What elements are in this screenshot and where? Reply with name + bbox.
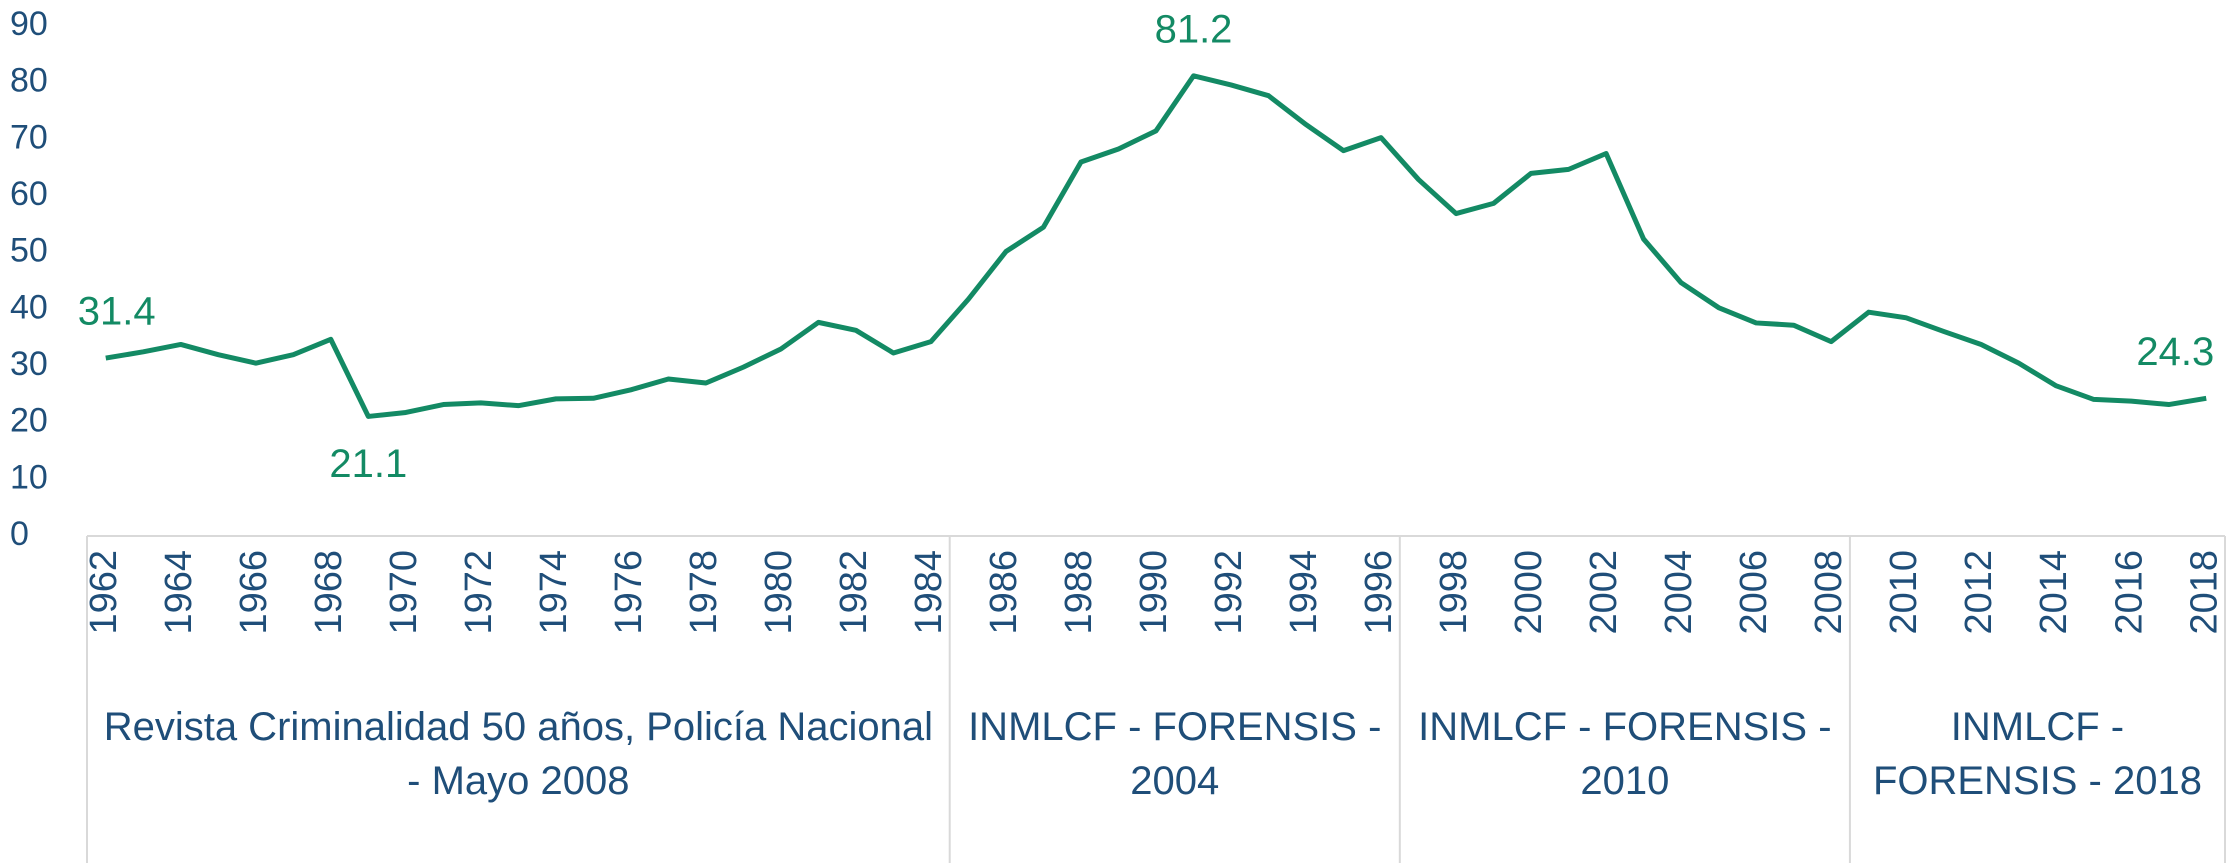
x-tick-label: 1976 — [608, 550, 650, 635]
x-tick-label: 1974 — [533, 550, 575, 635]
x-tick-label: 2010 — [1883, 550, 1925, 635]
x-tick-label: 2004 — [1658, 550, 1700, 635]
y-tick-label: 50 — [10, 232, 48, 270]
x-tick-label: 1994 — [1283, 550, 1325, 635]
y-tick-label: 20 — [10, 402, 48, 440]
x-tick-label: 1988 — [1058, 550, 1100, 635]
y-tick-label: 40 — [10, 288, 48, 326]
x-tick-label: 1982 — [833, 550, 875, 635]
y-tick-label: 10 — [10, 458, 48, 496]
x-tick-label: 1998 — [1433, 550, 1475, 635]
x-tick-label: 1970 — [383, 550, 425, 635]
y-tick-label: 70 — [10, 118, 48, 156]
x-tick-label: 2016 — [2108, 550, 2150, 635]
group-label: INMLCF - FORENSIS - 2010 — [1418, 705, 1832, 803]
data-label: 31.4 — [78, 290, 156, 334]
x-tick-label: 1978 — [683, 550, 725, 635]
group-label: Revista Criminalidad 50 años, Policía Na… — [103, 705, 933, 803]
x-tick-label: 2000 — [1508, 550, 1550, 635]
x-tick-label: 1972 — [458, 550, 500, 635]
x-tick-label: 1996 — [1358, 550, 1400, 635]
x-tick-label: 1986 — [983, 550, 1025, 635]
data-line — [105, 73, 2207, 419]
group-label: INMLCF - FORENSIS - 2004 — [968, 705, 1382, 803]
x-tick-label: 1968 — [308, 550, 350, 635]
x-tick-label: 2012 — [1958, 550, 2000, 635]
y-tick-label: 90 — [10, 5, 48, 43]
x-tick-label: 1990 — [1133, 550, 1175, 635]
y-tick-label: 30 — [10, 345, 48, 383]
x-tick-label: 2018 — [2183, 550, 2225, 635]
x-tick-label: 1992 — [1208, 550, 1250, 635]
x-tick-label: 2014 — [2033, 550, 2075, 635]
x-tick-label: 1984 — [908, 550, 950, 635]
y-tick-label: 60 — [10, 175, 48, 213]
data-label: 81.2 — [1155, 7, 1233, 51]
group-label: INMLCF - FORENSIS - 2018 — [1872, 705, 2202, 803]
y-tick-label: 0 — [10, 515, 29, 553]
x-tick-label: 2008 — [1808, 550, 1850, 635]
data-label: 21.1 — [329, 442, 407, 486]
x-tick-label: 2002 — [1583, 550, 1625, 635]
x-tick-label: 1980 — [758, 550, 800, 635]
x-tick-label: 1962 — [83, 550, 125, 635]
x-tick-label: 1964 — [158, 550, 200, 635]
data-label: 24.3 — [2136, 330, 2214, 374]
y-tick-label: 80 — [10, 62, 48, 100]
x-tick-label: 1966 — [233, 550, 275, 635]
x-tick-label: 2006 — [1733, 550, 1775, 635]
